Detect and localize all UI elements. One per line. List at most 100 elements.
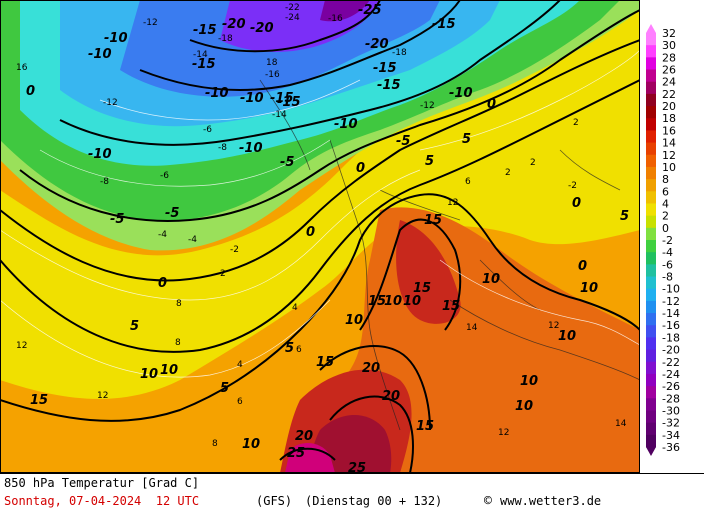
contour-label: -15 — [277, 95, 301, 110]
legend-tick-label: -30 — [662, 404, 680, 417]
contour-label: 15 — [30, 393, 48, 408]
isotherms — [0, 0, 640, 473]
model-name: (GFS) — [256, 494, 293, 508]
legend-color-step — [646, 215, 656, 229]
contour-label: -5 — [280, 155, 294, 170]
legend-tick-label: 22 — [662, 88, 676, 101]
legend-color-step — [646, 191, 656, 204]
value-label: -6 — [160, 171, 169, 181]
legend-tick-label: -32 — [662, 417, 680, 430]
isotherm-minus20 — [189, 0, 381, 53]
legend-tick-label: -18 — [662, 331, 680, 344]
color-legend: 32302826242220181614121086420-2-4-6-8-10… — [640, 0, 704, 473]
contour-label: 5 — [285, 341, 294, 356]
valid-date: Sonntag, 07-04-2024 12 UTC — [4, 494, 200, 508]
value-label: 6 — [237, 397, 243, 407]
contour-label: 15 — [424, 213, 442, 228]
contour-label: 5 — [620, 209, 629, 224]
site-link[interactable]: www.wetter3.de — [500, 494, 602, 508]
legend-color-step — [646, 69, 656, 83]
contour-label: 0 — [487, 97, 496, 112]
value-label: -2 — [230, 245, 239, 255]
legend-tick-label: 2 — [662, 210, 669, 223]
small-value-labels: -22 -24 -16 -18 -12 -14 -12 -14 -16 -18 … — [16, 3, 627, 449]
value-label: 18 — [266, 58, 278, 68]
contour-label: 10 — [558, 329, 576, 344]
contour-label: -10 — [88, 47, 112, 62]
contour-label: 10 — [580, 281, 598, 296]
legend-tick-label: 14 — [662, 137, 676, 150]
value-label: 8 — [212, 439, 218, 449]
legend-tick-label: 32 — [662, 27, 676, 40]
legend-color-step — [646, 227, 656, 241]
value-label: -16 — [328, 14, 343, 24]
legend-tick-label: 0 — [662, 222, 669, 235]
legend-color-step — [646, 252, 656, 265]
legend-color-step — [646, 93, 656, 107]
legend-color-step — [646, 300, 656, 314]
legend-tick-label: 24 — [662, 76, 676, 89]
legend-color-step — [646, 81, 656, 95]
thin-isotherms — [0, 49, 640, 378]
legend-color-step — [646, 240, 656, 253]
contour-label: 15 — [316, 355, 334, 370]
contour-label: 10 — [242, 437, 260, 452]
legend-tick-label: -4 — [662, 246, 673, 259]
contour-label: 5 — [220, 381, 229, 396]
legend-tick-label: 30 — [662, 39, 676, 52]
legend-color-step — [646, 154, 656, 168]
legend-color-step — [646, 422, 656, 436]
legend-tick-label: -28 — [662, 392, 680, 405]
value-label: 16 — [16, 63, 28, 73]
legend-tick-label: 6 — [662, 185, 669, 198]
isotherm-5 — [0, 79, 640, 353]
isotherm-25 — [279, 447, 336, 461]
value-label: 14 — [466, 323, 478, 333]
contour-label: -10 — [88, 147, 112, 162]
legend-color-step — [646, 325, 656, 338]
value-label: -2 — [568, 181, 577, 191]
contour-label: 0 — [306, 225, 315, 240]
value-label: -4 — [158, 230, 167, 240]
legend-color-step — [646, 33, 656, 46]
contour-label: -15 — [377, 78, 401, 93]
contour-label: -15 — [432, 17, 456, 32]
value-label: 2 — [220, 269, 226, 279]
contour-label: 0 — [578, 259, 587, 274]
isotherm-minus15 — [139, 0, 461, 91]
contour-label: 20 — [295, 429, 313, 444]
legend-color-step — [646, 45, 656, 58]
legend-tick-label: -24 — [662, 368, 680, 381]
legend-tick-label: 20 — [662, 100, 676, 113]
legend-color-step — [646, 349, 656, 363]
value-label: 4 — [292, 303, 298, 313]
legend-color-step — [646, 142, 656, 156]
contour-label: -5 — [165, 206, 179, 221]
legend-tick-labels: 32302826242220181614121086420-2-4-6-8-10… — [662, 27, 680, 454]
legend-color-step — [646, 373, 656, 387]
legend-color-step — [646, 203, 656, 217]
contour-label: -15 — [193, 23, 217, 38]
legend-tick-label: 8 — [662, 173, 669, 186]
contour-label: 10 — [403, 294, 421, 309]
legend-tick-label: -34 — [662, 429, 680, 442]
legend-color-step — [646, 106, 656, 119]
value-label: 12 — [16, 341, 27, 351]
value-label: 2 — [573, 118, 579, 128]
value-label: 6 — [296, 345, 302, 355]
contour-label: 25 — [287, 446, 305, 461]
value-label: -18 — [392, 48, 407, 58]
contour-label: -5 — [110, 212, 124, 227]
value-label: -4 — [188, 235, 197, 245]
value-label: -12 — [103, 98, 118, 108]
contour-label: -20 — [250, 21, 274, 36]
isotherm-0 — [0, 39, 640, 282]
value-label: 14 — [615, 419, 627, 429]
contour-label: -10 — [205, 86, 229, 101]
legend-tick-label: 10 — [662, 161, 676, 174]
legend-color-step — [646, 434, 656, 448]
contour-label: 0 — [356, 161, 365, 176]
model-run: (Dienstag 00 + 132) — [305, 494, 443, 508]
value-label: -8 — [218, 143, 227, 153]
contour-label: 5 — [425, 154, 434, 169]
